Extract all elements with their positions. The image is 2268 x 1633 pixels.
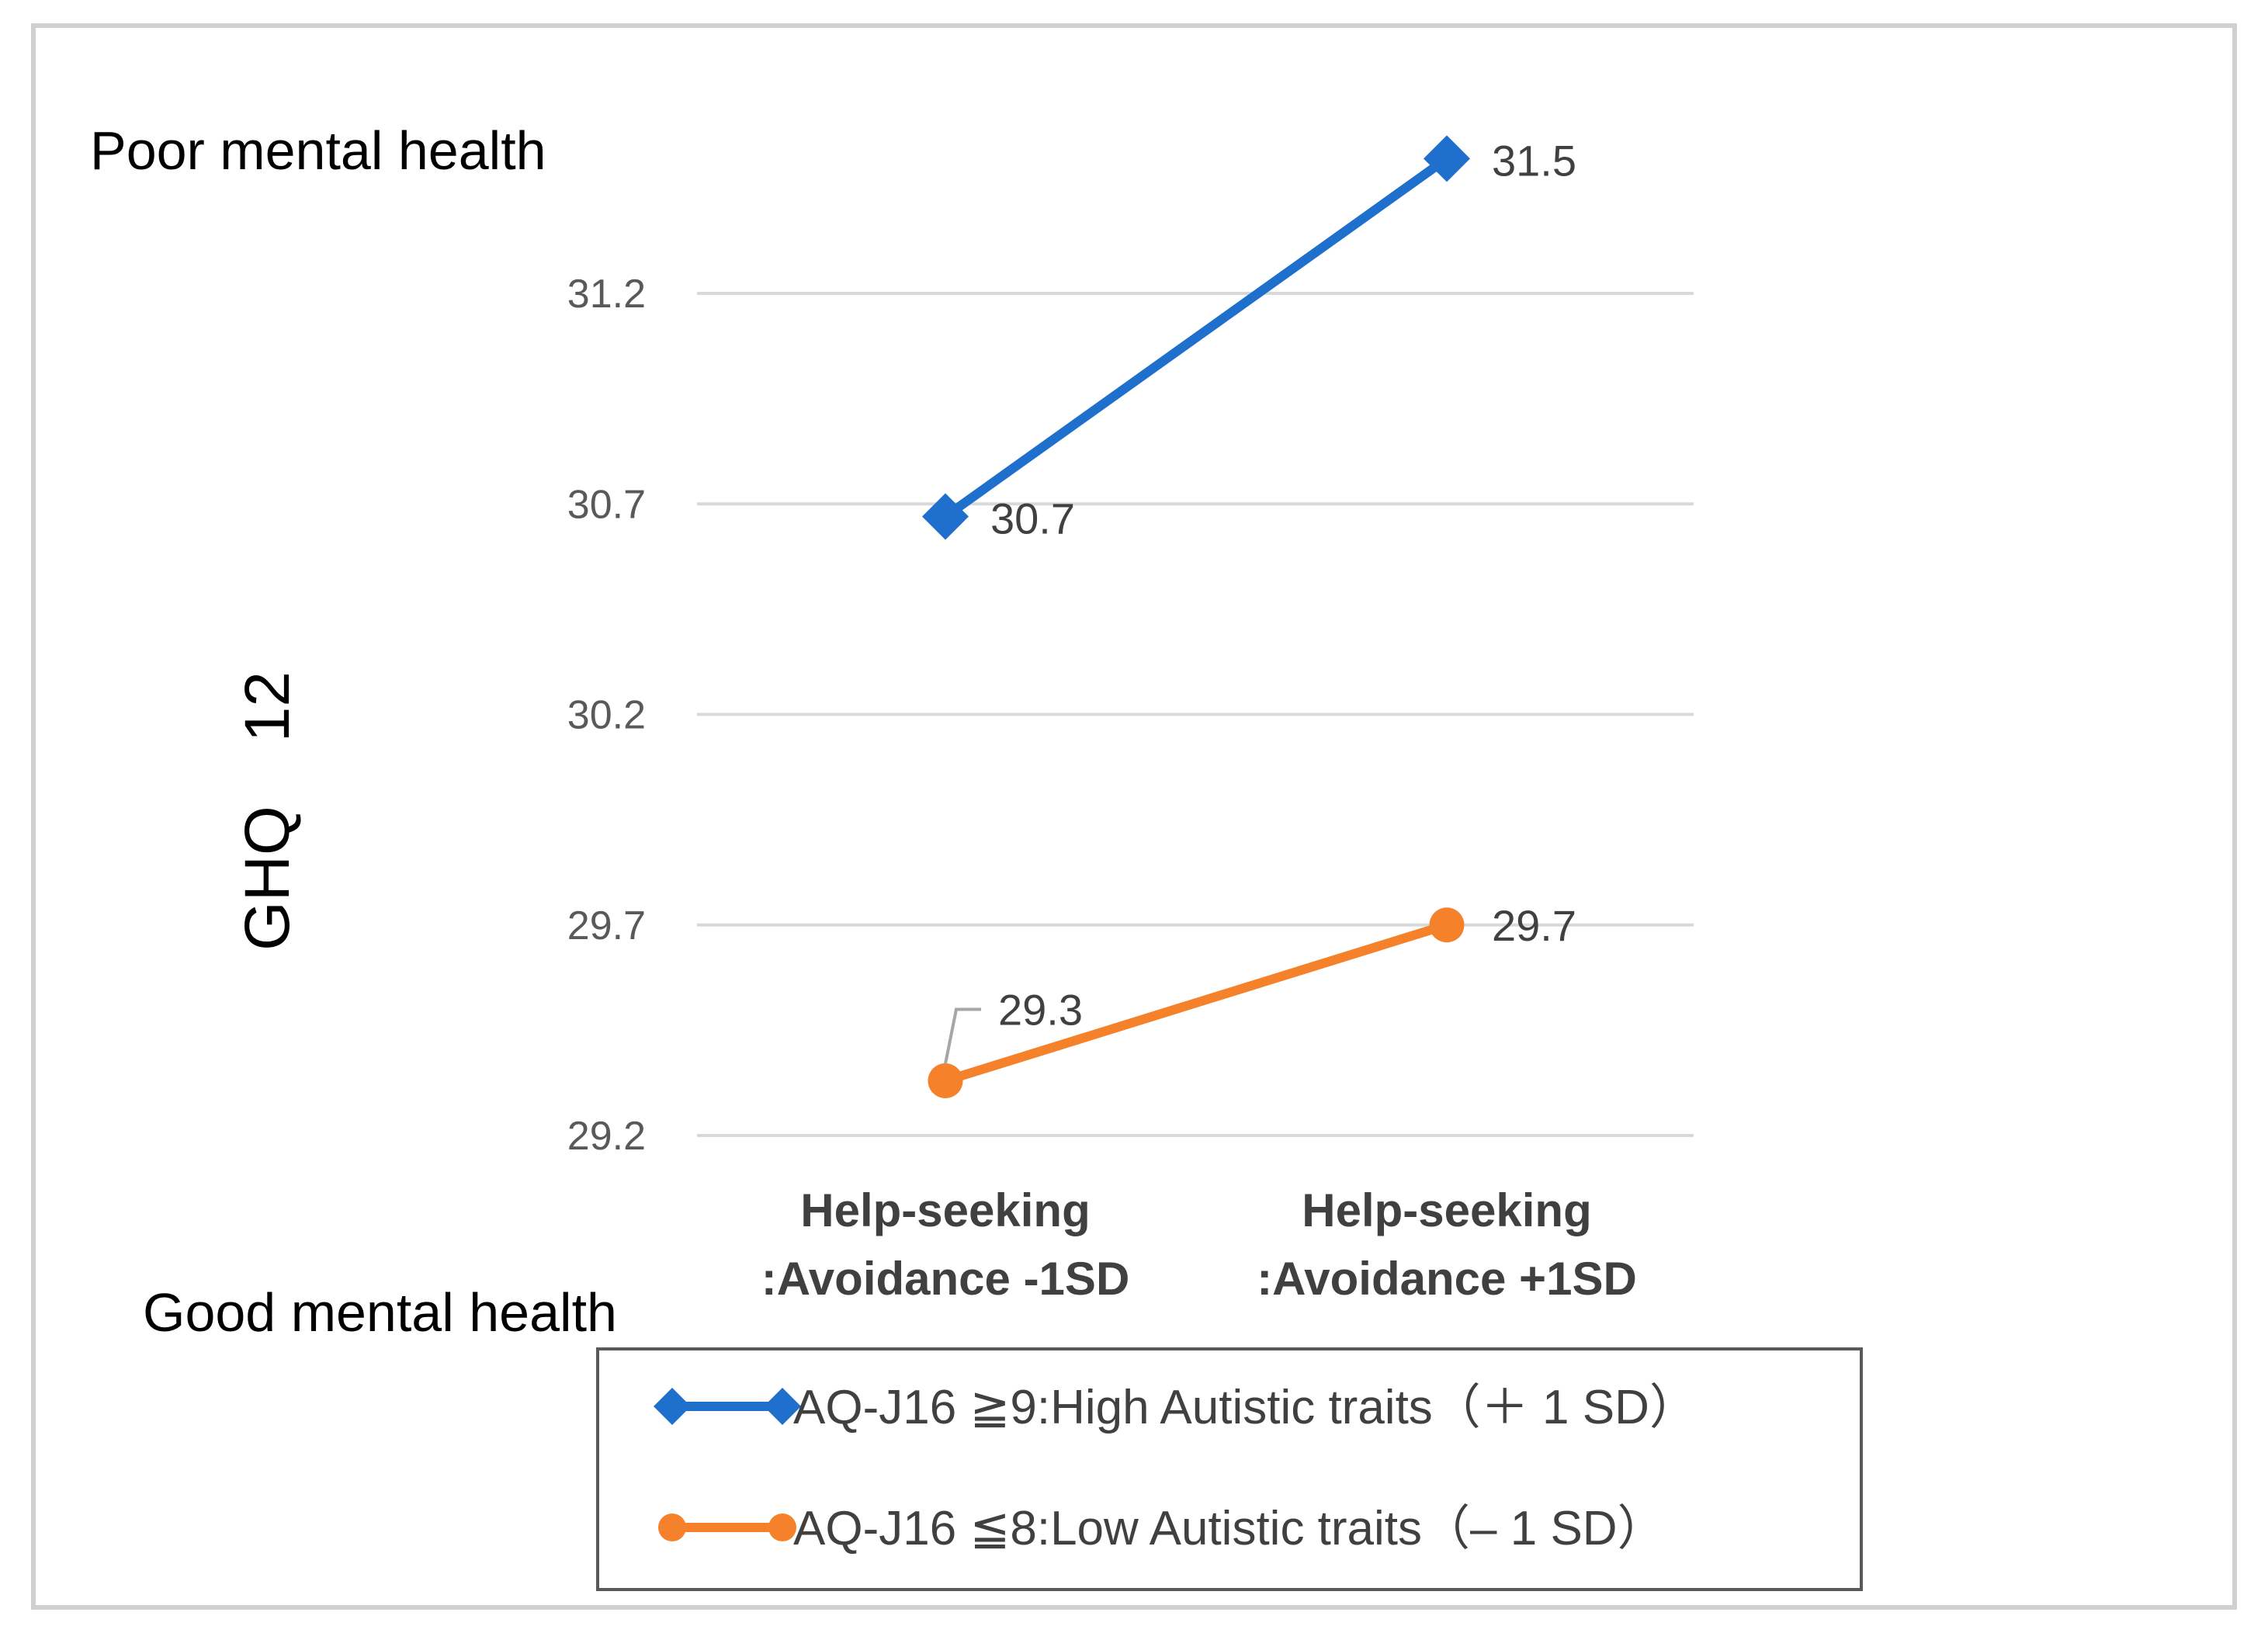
data-labels: 30.7 31.5 29.3 29.7 bbox=[944, 136, 1576, 1064]
y-tick-label: 29.2 bbox=[567, 1114, 646, 1159]
series-line-low bbox=[941, 920, 1451, 1086]
legend-label-low: AQ-J16 ≦8:Low Autistic traits（– 1 SD） bbox=[793, 1502, 1666, 1555]
low-point-marker bbox=[928, 1063, 963, 1098]
y-tick-label: 29.7 bbox=[567, 903, 646, 948]
series-line-high bbox=[941, 154, 1451, 522]
y-tick-label: 30.7 bbox=[567, 482, 646, 527]
good-mental-health-annotation: Good mental health bbox=[143, 1282, 617, 1343]
legend-box bbox=[596, 1347, 1863, 1591]
data-label: 29.3 bbox=[998, 985, 1083, 1034]
y-axis-label: GHQ 12 bbox=[232, 671, 303, 951]
series-lines bbox=[922, 135, 1470, 1098]
legend-label-high: AQ-J16 ≧9:High Autistic traits（＋ 1 SD） bbox=[793, 1381, 1698, 1434]
legend-marker bbox=[654, 1388, 691, 1425]
gridlines bbox=[697, 292, 1694, 1137]
poor-mental-health-annotation: Poor mental health bbox=[90, 120, 546, 181]
high-point-marker bbox=[922, 493, 969, 540]
chart-frame bbox=[31, 23, 2237, 1610]
x-category-label: Help-seeking:Avoidance +1SD bbox=[1257, 1184, 1637, 1305]
high-point-marker bbox=[1424, 135, 1470, 182]
legend: AQ-J16 ≧9:High Autistic traits（＋ 1 SD） AQ… bbox=[654, 1381, 1698, 1555]
category-labels: Help-seeking:Avoidance -1SD Help-seeking:… bbox=[761, 1184, 1637, 1305]
data-label-leader-line bbox=[944, 1007, 981, 1064]
x-category-label: Help-seeking:Avoidance -1SD bbox=[761, 1184, 1130, 1305]
data-label: 29.7 bbox=[1492, 901, 1576, 950]
y-tick-label: 30.2 bbox=[567, 693, 646, 738]
y-tick-labels: 31.2 30.7 30.2 29.7 29.2 bbox=[567, 272, 646, 1159]
legend-marker bbox=[764, 1388, 801, 1425]
legend-marker bbox=[768, 1513, 796, 1541]
y-tick-label: 31.2 bbox=[567, 272, 646, 317]
legend-marker bbox=[658, 1513, 686, 1541]
low-point-marker bbox=[1429, 907, 1465, 943]
data-label: 30.7 bbox=[990, 494, 1075, 543]
data-label: 31.5 bbox=[1492, 136, 1576, 185]
